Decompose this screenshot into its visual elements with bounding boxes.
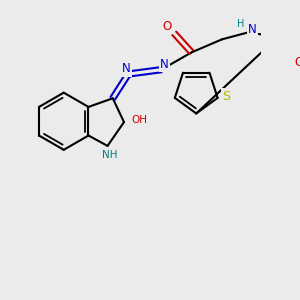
Text: H: H [237, 19, 244, 29]
Text: N: N [160, 58, 169, 71]
Text: S: S [222, 90, 230, 103]
Text: N: N [248, 23, 256, 36]
Text: NH: NH [101, 150, 117, 160]
Text: N: N [122, 62, 131, 75]
Text: OH: OH [132, 116, 148, 125]
Text: O: O [294, 56, 300, 69]
Text: O: O [163, 20, 172, 33]
